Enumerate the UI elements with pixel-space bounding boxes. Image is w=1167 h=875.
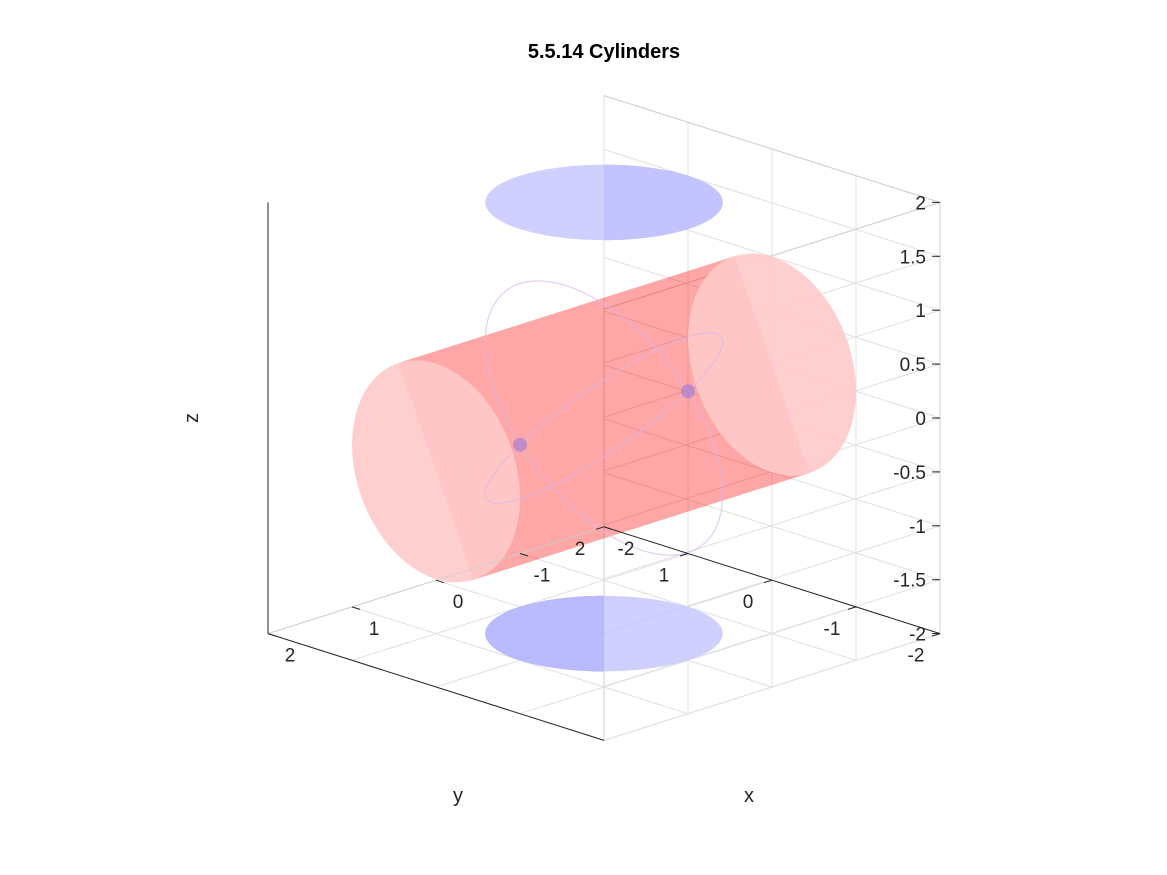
z-tick-label: 0 [915, 409, 926, 430]
x-tick-mark [435, 579, 445, 584]
y-tick-label: -1 [824, 619, 841, 640]
z-axis-label: z [181, 413, 203, 423]
y-tick-mark [595, 526, 605, 530]
red-cylinder-cap-far [352, 360, 520, 583]
x-tick-mark [519, 553, 529, 557]
y-axis-line [603, 526, 941, 635]
z-tick-label: -1.5 [893, 571, 926, 592]
y-tick-label: 0 [743, 592, 754, 613]
z-tick-label: 2 [915, 193, 926, 214]
z-tick-label: -1 [909, 517, 926, 538]
x-tick-mark [603, 526, 613, 530]
x-axis-line [267, 633, 605, 741]
z-tick-label: 1.5 [900, 247, 926, 268]
z-tick-label: -0.5 [893, 463, 926, 484]
axes-front-lines [267, 201, 941, 741]
z-tick-label: 0.5 [900, 355, 926, 376]
blue-cylinder-cap-top [485, 164, 723, 241]
x-tick-label: 1 [369, 619, 380, 640]
tick-labels: -2 -1 0 1 2 -2 -1 0 1 2 -2 -1.5 -1 -0.5 0 0.5 1 1.5 2 [285, 193, 926, 666]
y-tick-label: -2 [908, 646, 925, 667]
blue-cylinder-cap-bottom [485, 595, 723, 672]
chart-title: 5.5.14 Cylinders [528, 41, 680, 63]
x-tick-label: -1 [534, 566, 551, 587]
y-tick-label: 2 [575, 539, 586, 560]
intersection-point-2 [681, 384, 695, 399]
x-tick-mark [351, 606, 361, 610]
plot-surfaces [352, 164, 856, 672]
x-tick-mark [267, 633, 277, 637]
y-tick-mark [847, 606, 857, 610]
x-tick-label: 2 [285, 646, 296, 667]
red-cylinder-cap-near [688, 253, 856, 476]
x-tick-label: 0 [453, 592, 464, 613]
x-axis-label: x [744, 785, 754, 807]
x-tick-label: -2 [618, 539, 635, 560]
y-tick-label: 1 [659, 566, 670, 587]
box-edge-floor [267, 526, 605, 635]
y-axis-label: y [453, 785, 463, 807]
y-tick-mark [679, 553, 689, 557]
z-tick-label: -2 [909, 625, 926, 646]
z-tick-label: 1 [915, 301, 926, 322]
y-tick-mark [763, 579, 773, 584]
intersection-point-1 [513, 437, 527, 452]
